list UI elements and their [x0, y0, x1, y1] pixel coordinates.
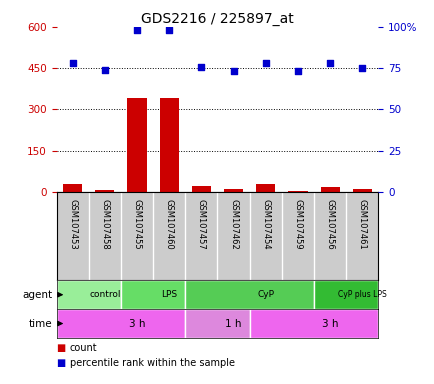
Text: GSM107453: GSM107453	[68, 199, 77, 250]
Text: GSM107458: GSM107458	[100, 199, 109, 250]
Point	[294, 68, 301, 74]
Text: 3 h: 3 h	[321, 318, 338, 329]
Point	[326, 60, 333, 66]
Bar	[352, 189, 371, 192]
Text: percentile rank within the sample: percentile rank within the sample	[69, 358, 234, 368]
Text: CyP: CyP	[256, 290, 274, 299]
Text: agent: agent	[22, 290, 52, 300]
Bar	[121, 280, 185, 309]
Point	[69, 60, 76, 66]
Bar	[256, 184, 275, 192]
Bar	[127, 98, 146, 192]
Bar	[288, 190, 307, 192]
Point	[230, 68, 237, 74]
Bar	[249, 309, 378, 338]
Bar	[95, 190, 114, 192]
Text: LPS: LPS	[161, 290, 177, 299]
Text: ■: ■	[56, 358, 66, 368]
Bar	[191, 187, 210, 192]
Text: 3 h: 3 h	[128, 318, 145, 329]
Point	[197, 63, 204, 70]
Text: 1 h: 1 h	[225, 318, 241, 329]
Bar	[320, 187, 339, 192]
Bar	[56, 280, 121, 309]
Point	[133, 27, 140, 33]
Text: GSM107457: GSM107457	[197, 199, 205, 250]
Bar	[313, 280, 378, 309]
Bar	[63, 184, 82, 192]
Text: ■: ■	[56, 343, 66, 353]
Text: GSM107460: GSM107460	[164, 199, 173, 250]
Point	[165, 27, 172, 33]
Point	[262, 60, 269, 66]
Text: GSM107459: GSM107459	[293, 199, 302, 250]
Text: GSM107455: GSM107455	[132, 199, 141, 250]
Text: control: control	[89, 290, 120, 299]
Text: GSM107462: GSM107462	[229, 199, 237, 250]
Text: CyP plus LPS: CyP plus LPS	[337, 290, 386, 299]
Point	[101, 67, 108, 73]
Bar	[185, 309, 249, 338]
Title: GDS2216 / 225897_at: GDS2216 / 225897_at	[141, 12, 293, 26]
Text: time: time	[29, 318, 52, 329]
Bar	[185, 280, 313, 309]
Bar	[56, 309, 185, 338]
Text: count: count	[69, 343, 97, 353]
Bar	[224, 189, 243, 192]
Text: GSM107461: GSM107461	[357, 199, 366, 250]
Text: GSM107454: GSM107454	[261, 199, 270, 250]
Bar	[159, 98, 178, 192]
Text: GSM107456: GSM107456	[325, 199, 334, 250]
Point	[358, 65, 365, 71]
